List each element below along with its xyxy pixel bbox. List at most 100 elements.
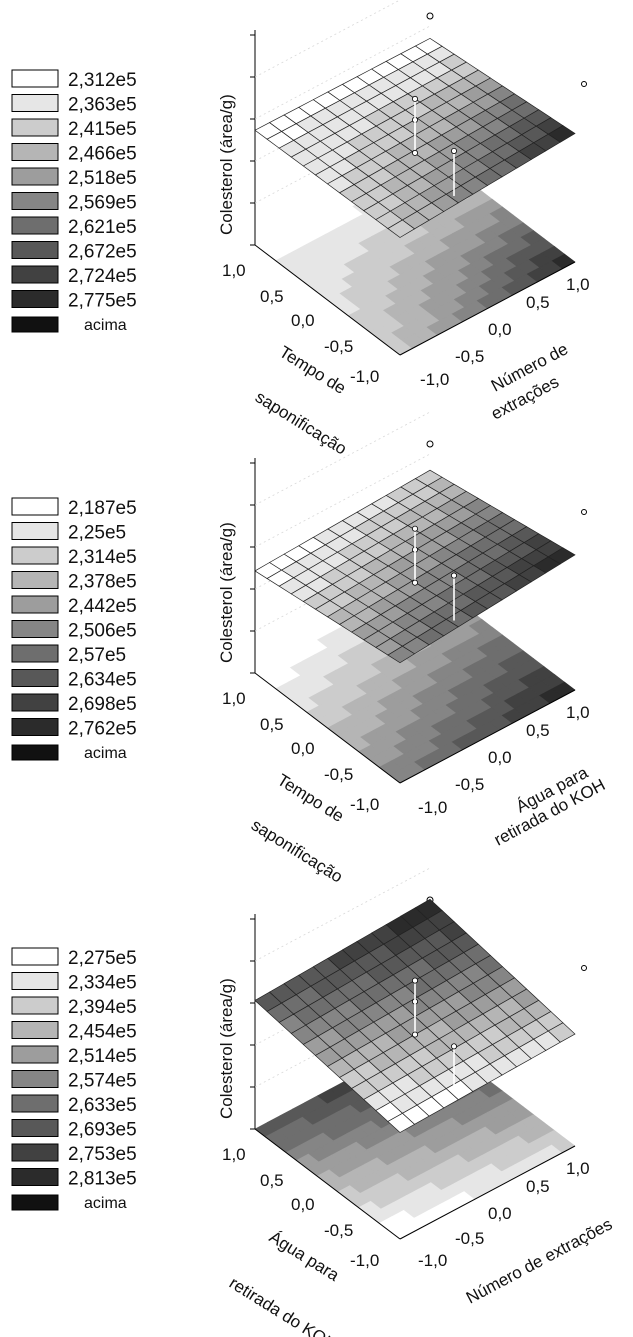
legend-swatch [11, 94, 59, 112]
chart-panel-2: 2,187e5 2,25e5 2,314e5 2,378e5 2,442e5 2,506e… [11, 411, 608, 886]
back-gridline [254, 867, 431, 962]
data-point [450, 572, 457, 579]
legend-swatch [11, 522, 59, 540]
x-axis-line [254, 244, 401, 356]
legend-swatch [11, 241, 59, 259]
x-tick-label: 0,0 [291, 1195, 315, 1214]
marker [581, 509, 587, 515]
y-tick-label: -0,5 [455, 347, 484, 366]
x-axis-label: saponificação [248, 815, 346, 886]
data-point [411, 977, 418, 984]
legend-label: 2,415e5 [68, 119, 137, 140]
x-tick-label: 0,5 [260, 287, 284, 306]
legend-label: 2,518e5 [68, 168, 137, 189]
legend-label: 2,634e5 [68, 670, 137, 691]
y-tick-label: 1,0 [566, 1159, 590, 1178]
y-tick-label: 1,0 [566, 275, 590, 294]
legend-swatch-above [11, 316, 59, 333]
legend-label: 2,574e5 [68, 1071, 137, 1092]
y-tick-label: -0,5 [455, 1229, 484, 1248]
x-tick-label: -1,0 [350, 1251, 379, 1270]
legend-label: 2,466e5 [68, 144, 137, 165]
y-tick-label: -1,0 [420, 370, 449, 389]
y-tick-label: -0,5 [455, 775, 484, 794]
x-axis-line [254, 672, 401, 784]
x-tick-label: -0,5 [324, 337, 353, 356]
legend-label: 2,698e5 [68, 694, 137, 715]
floor-contour [254, 579, 576, 784]
legend-swatch [11, 265, 59, 284]
legend-label: 2,514e5 [68, 1046, 137, 1067]
legend-swatch [11, 1168, 59, 1186]
y-tick-label: 0,0 [488, 748, 512, 767]
y-tick-label: 0,5 [526, 293, 550, 312]
surface-mesh [254, 37, 576, 238]
y-tick-label: 0,5 [526, 721, 550, 740]
legend-swatch [11, 972, 59, 990]
back-gridline [254, 25, 431, 120]
y-tick-label: 0,5 [526, 1177, 550, 1196]
legend-label: 2,813e5 [68, 1169, 137, 1190]
x-tick-label: 0,0 [291, 739, 315, 758]
legend-swatch [11, 620, 59, 638]
x-tick-label: 0,5 [260, 715, 284, 734]
legend-swatch [11, 595, 59, 614]
legend-label: 2,633e5 [68, 1095, 137, 1116]
data-point [411, 1031, 418, 1038]
x-tick-label: 1,0 [222, 261, 246, 280]
legend-swatch [11, 718, 59, 736]
legend-swatch [11, 644, 59, 663]
surface-mesh [254, 898, 576, 1133]
back-gridline [254, 411, 431, 506]
legend-swatch [11, 167, 59, 186]
legend-swatch [11, 1094, 59, 1113]
legend-label: 2,454e5 [68, 1022, 137, 1043]
z-axis-label: Colesterol (área/g) [217, 94, 236, 235]
legend: 2,275e5 2,334e5 2,394e5 2,454e5 2,514e5 2,574… [11, 947, 137, 1212]
y-axis-line [399, 1145, 576, 1240]
ticks: 1,00,50,0-0,5-1,0 -1,0-0,50,00,51,0 [222, 261, 590, 389]
ticks: 1,00,50,0-0,5-1,0 -1,0-0,50,00,51,0 [222, 689, 590, 817]
y-tick-label: 1,0 [566, 703, 590, 722]
marker [426, 12, 434, 20]
y-axis-line [399, 689, 576, 784]
legend-swatch [11, 1119, 59, 1137]
x-tick-label: -0,5 [324, 1221, 353, 1240]
legend: 2,312e5 2,363e5 2,415e5 2,466e5 2,518e5 2,569… [11, 69, 137, 334]
y-tick-label: 0,0 [488, 1204, 512, 1223]
legend-label-above: acima [84, 317, 127, 334]
y-tick-label: 0,0 [488, 320, 512, 339]
z-axis-label: Colesterol (área/g) [217, 522, 236, 663]
legend-label-above: acima [84, 745, 127, 762]
x-tick-label: -1,0 [350, 795, 379, 814]
back-gridline [254, 453, 431, 548]
legend-swatch [11, 143, 59, 161]
legend-label: 2,57e5 [68, 645, 126, 666]
legend-label: 2,569e5 [68, 193, 137, 214]
legend-swatch [11, 1021, 59, 1039]
legend-swatch [11, 1045, 59, 1064]
legend-label: 2,334e5 [68, 973, 137, 994]
legend-label: 2,506e5 [68, 621, 137, 642]
x-tick-label: -0,5 [324, 765, 353, 784]
x-tick-label: 0,0 [291, 311, 315, 330]
legend-label: 2,394e5 [68, 997, 137, 1018]
legend-label: 2,187e5 [68, 498, 137, 519]
data-point [411, 95, 418, 102]
legend-label: 2,363e5 [68, 95, 137, 116]
x-axis-label: retirada do KOH [226, 1273, 340, 1337]
legend-label: 2,672e5 [68, 242, 137, 263]
legend-label: 2,378e5 [68, 572, 137, 593]
x-tick-label: 0,5 [260, 1171, 284, 1190]
data-point [411, 525, 418, 532]
legend-swatch [11, 693, 59, 712]
observations [411, 525, 457, 621]
legend-swatch [11, 947, 59, 966]
legend-label: 2,753e5 [68, 1144, 137, 1165]
chart-panel-3: 2,275e5 2,334e5 2,394e5 2,454e5 2,514e5 2,574… [11, 867, 615, 1337]
surface-cell [547, 547, 576, 565]
legend-swatch [11, 216, 59, 235]
legend-swatch [11, 546, 59, 565]
x-axis-label: saponificação [252, 387, 350, 458]
